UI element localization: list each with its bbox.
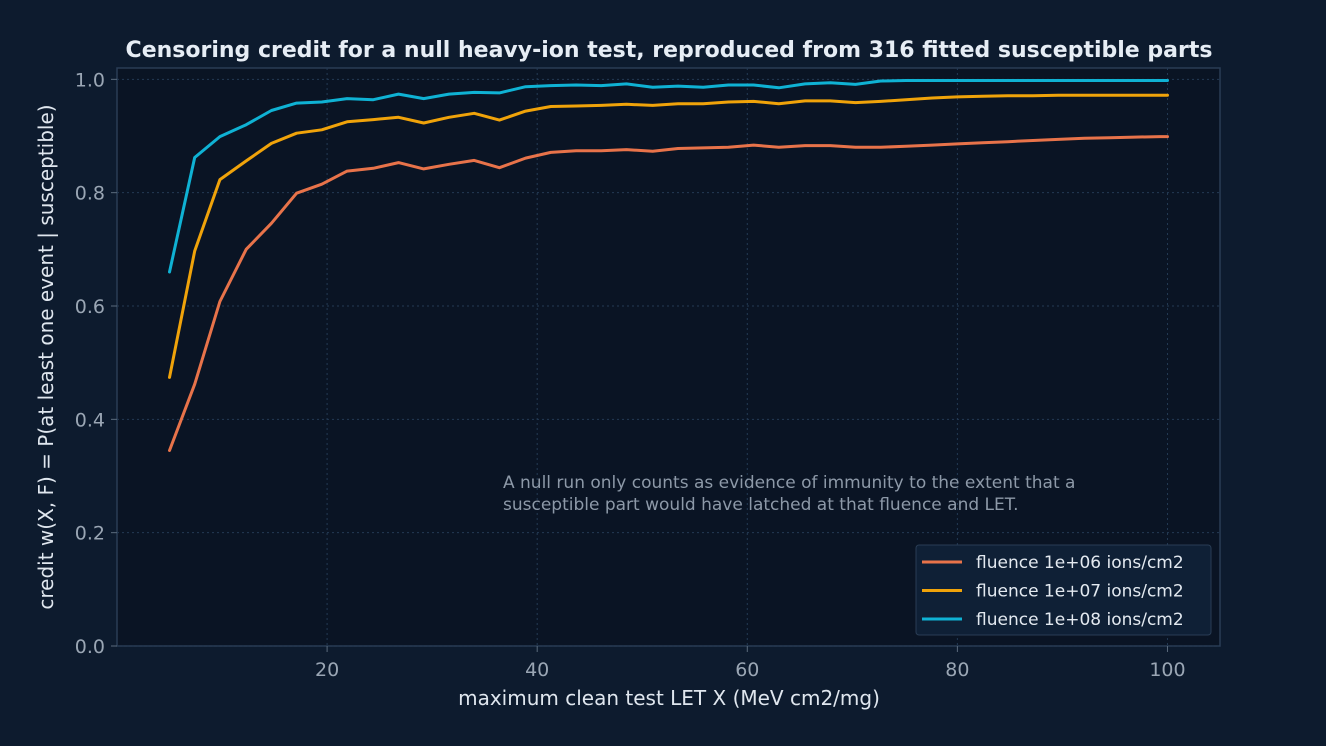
- x-tick-label: 40: [525, 659, 549, 681]
- x-tick-label: 100: [1149, 659, 1185, 681]
- series-line-1: [168, 135, 1169, 452]
- y-tick-label: 0.8: [75, 183, 105, 205]
- x-tick-label: 60: [735, 659, 759, 681]
- annotation-line-2: susceptible part would have latched at t…: [503, 495, 1019, 515]
- y-axis-ticks: 0.0 0.2 0.4 0.6 0.8 1.0: [75, 69, 117, 658]
- x-axis-label: maximum clean test LET X (MeV cm2/mg): [458, 686, 880, 710]
- legend: fluence 1e+06 ions/cm2 fluence 1e+07 ions…: [915, 544, 1212, 636]
- annotation-line-1: A null run only counts as evidence of im…: [503, 473, 1075, 493]
- series-line-3: [168, 79, 1169, 274]
- legend-entry: fluence 1e+08 ions/cm2: [976, 610, 1184, 630]
- legend-entry: fluence 1e+07 ions/cm2: [976, 582, 1184, 602]
- x-tick-label: 20: [315, 659, 339, 681]
- y-tick-label: 0.0: [75, 636, 105, 658]
- legend-entry: fluence 1e+06 ions/cm2: [976, 553, 1184, 573]
- y-tick-label: 0.6: [75, 296, 105, 318]
- x-tick-label: 80: [945, 659, 969, 681]
- legend-box: [915, 544, 1212, 636]
- chart-title: Censoring credit for a null heavy-ion te…: [126, 38, 1213, 63]
- y-tick-label: 0.2: [75, 523, 105, 545]
- x-axis-ticks: 20 40 60 80 100: [315, 646, 1186, 681]
- y-axis-label: credit w(X, F) = P(at least one event | …: [34, 104, 58, 609]
- y-tick-label: 0.4: [75, 409, 105, 431]
- series-line-2: [168, 93, 1169, 379]
- y-tick-label: 1.0: [75, 69, 105, 91]
- series-lines: [168, 79, 1169, 452]
